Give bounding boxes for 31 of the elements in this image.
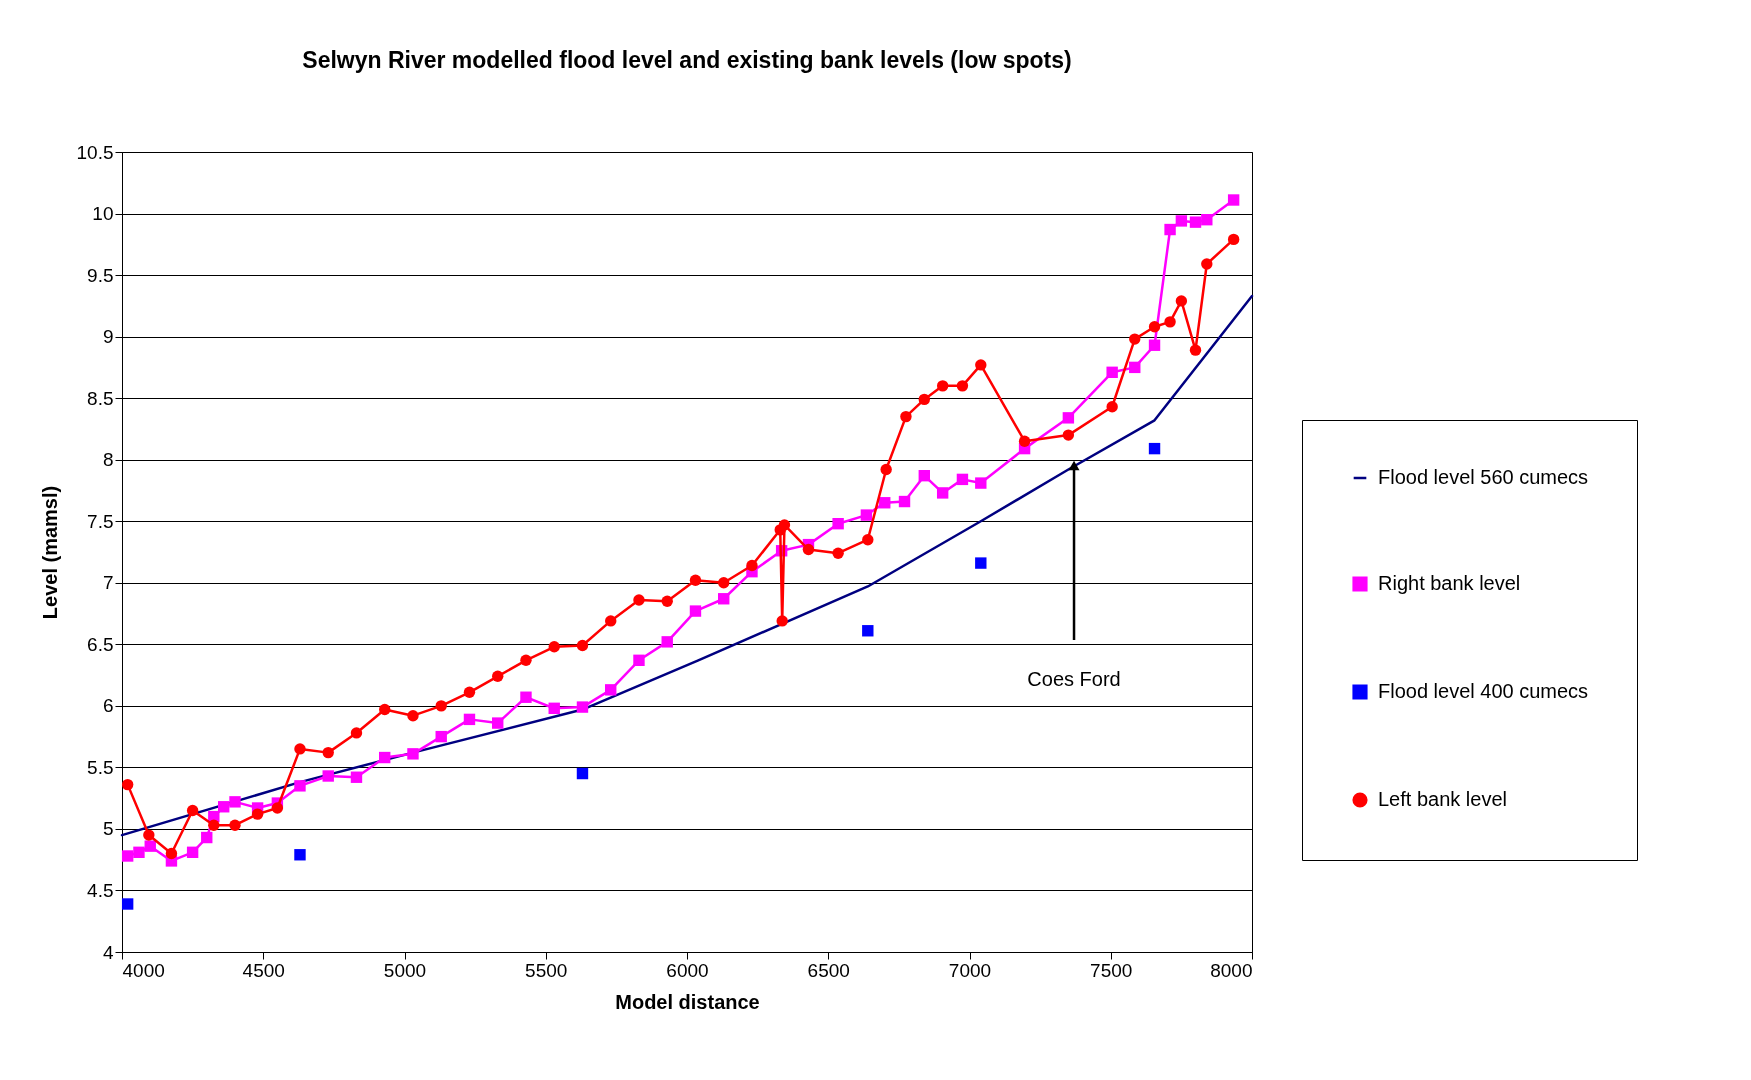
legend-label: Left bank level bbox=[1378, 788, 1507, 810]
y-tick-label: 4 bbox=[102, 941, 114, 963]
x-tick-label: 4500 bbox=[242, 959, 285, 981]
legend-label: Flood level 400 cumecs bbox=[1378, 680, 1589, 702]
y-tick-label: 6 bbox=[102, 695, 114, 717]
y-tick-label: 10.5 bbox=[76, 141, 114, 163]
x-tick-label: 5000 bbox=[383, 959, 427, 981]
y-tick-label: 5.5 bbox=[87, 756, 114, 778]
x-tick-label: 5500 bbox=[525, 959, 568, 981]
y-tick-label: 9.5 bbox=[87, 264, 114, 286]
y-tick-label: 6.5 bbox=[87, 633, 114, 655]
y-tick-label: 9 bbox=[102, 326, 114, 348]
x-tick-label: 8000 bbox=[1210, 959, 1253, 981]
x-tick-label: 6500 bbox=[807, 959, 850, 981]
x-tick-label: 6000 bbox=[666, 959, 709, 981]
legend-label: Flood level 560 cumecs bbox=[1378, 466, 1589, 488]
x-tick-label: 4000 bbox=[122, 959, 165, 981]
y-tick-label: 7.5 bbox=[87, 510, 114, 532]
y-tick-label: 8.5 bbox=[87, 387, 114, 409]
y-tick-label: 4.5 bbox=[87, 879, 114, 901]
y-axis-title: Level (mamsl) bbox=[38, 485, 61, 620]
legend-label: Right bank level bbox=[1378, 572, 1521, 594]
x-tick-label: 7500 bbox=[1090, 959, 1133, 981]
chart-title: Selwyn River modelled flood level and existing bank levels (low spots) bbox=[302, 47, 1072, 73]
y-tick-label: 7 bbox=[102, 572, 114, 594]
x-tick-label: 7000 bbox=[948, 959, 992, 981]
y-tick-label: 5 bbox=[102, 818, 114, 840]
x-axis-title: Model distance bbox=[615, 990, 760, 1013]
annotation: Coes Ford bbox=[1027, 668, 1121, 690]
y-tick-label: 10 bbox=[92, 203, 114, 225]
y-tick-label: 8 bbox=[102, 449, 114, 471]
